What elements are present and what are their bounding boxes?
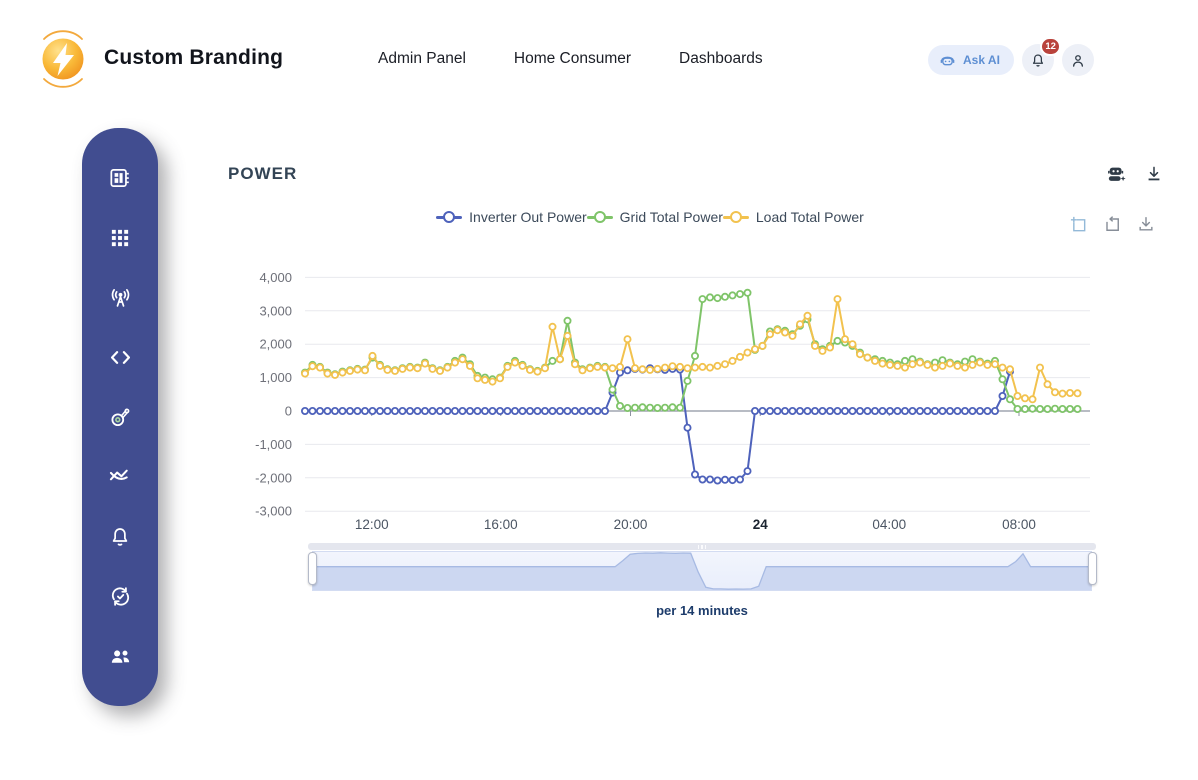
power-line-chart[interactable]: 4,000 3,000 2,000 1,000 0 -1,000 -2,000 -3,000 1… (230, 263, 1098, 539)
brand-title: Custom Branding (104, 46, 284, 69)
chart-legend: Inverter Out Power Grid Total Power Load… (230, 209, 1070, 225)
svg-text:04:00: 04:00 (872, 517, 906, 532)
apps-grid-icon (111, 229, 129, 246)
svg-text:4,000: 4,000 (259, 270, 292, 285)
slider-preview-chart (313, 552, 1091, 590)
svg-text:24: 24 (753, 517, 769, 532)
svg-text:-2,000: -2,000 (255, 470, 292, 485)
legend-marker-icon (586, 211, 613, 223)
slider-handle-right[interactable] (1087, 552, 1097, 585)
legend-inverter-out-power[interactable]: Inverter Out Power (436, 209, 587, 225)
svg-text:2,000: 2,000 (259, 337, 292, 352)
sidebar-item-code[interactable] (100, 337, 140, 377)
bell-icon (1032, 53, 1043, 67)
svg-text:0: 0 (285, 404, 292, 419)
legend-marker-icon (722, 211, 749, 223)
svg-text:16:00: 16:00 (484, 517, 518, 532)
sidebar-item-analytics[interactable] (100, 457, 140, 497)
ai-robot-sparkle-icon (1108, 167, 1126, 182)
svg-text:12:00: 12:00 (355, 517, 389, 532)
chart-toolbar (1068, 214, 1156, 234)
dashboard-panel-icon (110, 169, 129, 187)
legend-load-total-power[interactable]: Load Total Power (722, 209, 864, 225)
notifications-button[interactable]: 12 (1021, 37, 1061, 76)
nav-home-consumer[interactable]: Home Consumer (513, 50, 632, 67)
zoom-reset-button[interactable] (1102, 214, 1122, 234)
ai-robot-icon (940, 56, 955, 66)
zoom-select-button[interactable] (1068, 214, 1088, 234)
users-icon (111, 649, 129, 663)
trend-lines-icon (109, 469, 128, 481)
ai-insights-button[interactable] (1106, 164, 1128, 184)
download-icon (1139, 217, 1153, 231)
svg-text:20:00: 20:00 (614, 517, 648, 532)
download-icon (1148, 166, 1160, 181)
brand-logo-icon[interactable] (34, 30, 92, 88)
header-actions: Ask AI 12 (928, 37, 1094, 76)
slider-handle-left[interactable] (307, 552, 317, 585)
interval-caption: per 14 minutes (656, 603, 748, 618)
sidebar-item-dashboard[interactable] (100, 158, 140, 198)
top-header: Custom Branding Admin Panel Home Consume… (0, 0, 1198, 100)
sidebar (82, 128, 158, 706)
save-image-button[interactable] (1136, 214, 1156, 234)
person-icon (1072, 54, 1083, 67)
ask-ai-button[interactable]: Ask AI (928, 45, 1014, 75)
svg-text:1,000: 1,000 (259, 370, 292, 385)
nav-admin-panel[interactable]: Admin Panel (378, 50, 466, 67)
export-button[interactable] (1144, 164, 1164, 184)
svg-text:3,000: 3,000 (259, 303, 292, 318)
sidebar-item-users[interactable] (100, 636, 140, 676)
sidebar-item-apps[interactable] (100, 218, 140, 258)
bell-icon (112, 527, 128, 546)
meter-comet-icon (111, 407, 129, 426)
svg-text:08:00: 08:00 (1002, 517, 1036, 532)
notification-badge: 12 (1040, 37, 1061, 56)
datazoom-slider[interactable] (307, 543, 1097, 592)
main-nav: Admin Panel Home Consumer Dashboards (378, 50, 763, 68)
sidebar-item-alerts[interactable] (100, 517, 140, 557)
nav-dashboards[interactable]: Dashboards (679, 50, 763, 67)
broadcast-antenna-icon (111, 289, 129, 307)
sync-check-icon (111, 587, 129, 606)
restore-icon (1106, 216, 1119, 231)
slider-track[interactable] (312, 551, 1092, 591)
zoom-box-icon (1070, 216, 1086, 232)
code-icon (110, 350, 130, 364)
ask-ai-label: Ask AI (963, 53, 1000, 67)
svg-text:-3,000: -3,000 (255, 504, 292, 519)
page-title: POWER (228, 164, 298, 183)
profile-button[interactable] (1061, 44, 1094, 76)
sidebar-item-sync[interactable] (100, 576, 140, 616)
slider-scrollbar[interactable] (308, 543, 1096, 550)
sidebar-item-broadcast[interactable] (100, 278, 140, 318)
legend-marker-icon (436, 211, 463, 223)
sidebar-item-meter[interactable] (100, 397, 140, 437)
title-toolbar (1106, 164, 1164, 184)
legend-grid-total-power[interactable]: Grid Total Power (586, 209, 723, 225)
slider-grip-icon (695, 544, 709, 549)
svg-text:-1,000: -1,000 (255, 437, 292, 452)
